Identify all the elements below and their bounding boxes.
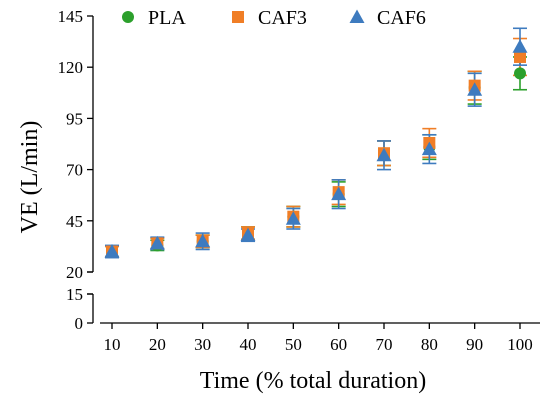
series-caf6-points	[104, 39, 528, 258]
x-tick-label: 30	[194, 335, 211, 354]
data-point	[376, 147, 392, 162]
y-tick-label: 20	[66, 263, 83, 282]
legend-label: CAF6	[377, 7, 426, 29]
x-axis-title: Time (% total duration)	[200, 368, 426, 394]
legend-label: CAF3	[258, 7, 307, 29]
legend-marker	[122, 11, 134, 23]
y-tick-label: 145	[58, 7, 84, 26]
data-point	[514, 67, 526, 80]
legend-marker	[349, 9, 365, 23]
data-point	[512, 39, 528, 53]
data-point	[331, 186, 347, 201]
legend: PLA CAF3 CAF6	[122, 7, 426, 29]
x-tick-label: 100	[507, 335, 533, 354]
legend-marker	[232, 11, 244, 23]
series-pla	[105, 56, 527, 258]
series-pla-points	[106, 67, 526, 258]
data-point	[104, 244, 120, 258]
series-caf3	[105, 37, 527, 258]
data-point	[285, 211, 301, 225]
x-tick-label: 80	[421, 335, 438, 354]
series-caf3-points	[106, 50, 526, 258]
axes	[87, 16, 540, 324]
y-tick-label: 15	[66, 285, 83, 304]
y-tick-label: 45	[66, 212, 83, 231]
data-point	[421, 141, 437, 156]
data-point	[149, 235, 165, 250]
legend-item-caf6: CAF6	[349, 7, 426, 29]
y-tick-label: 70	[66, 161, 83, 180]
y-axis-title: VE (L/min)	[17, 121, 43, 234]
data-point	[514, 50, 526, 63]
data-point	[195, 233, 211, 248]
x-tick-label: 90	[466, 335, 483, 354]
data-point	[240, 227, 256, 242]
series-caf6	[105, 27, 527, 259]
legend-item-pla: PLA	[122, 7, 186, 29]
y-tick-label: 0	[75, 314, 84, 333]
data-point	[467, 82, 483, 96]
legend-item-caf3: CAF3	[232, 7, 307, 29]
x-tick-label: 50	[285, 335, 302, 354]
x-tick-label: 40	[240, 335, 257, 354]
ticks: 20 45 70 95 120 145 0 15 10 20 30 40 50 60 70 80 90 100	[58, 7, 533, 354]
legend-label: PLA	[148, 7, 186, 29]
x-tick-label: 70	[376, 335, 393, 354]
y-tick-label: 95	[66, 109, 83, 128]
data-marks	[104, 27, 528, 259]
x-tick-label: 60	[330, 335, 347, 354]
x-tick-label: 20	[149, 335, 166, 354]
x-tick-label: 10	[104, 335, 121, 354]
y-tick-label: 120	[58, 58, 84, 77]
